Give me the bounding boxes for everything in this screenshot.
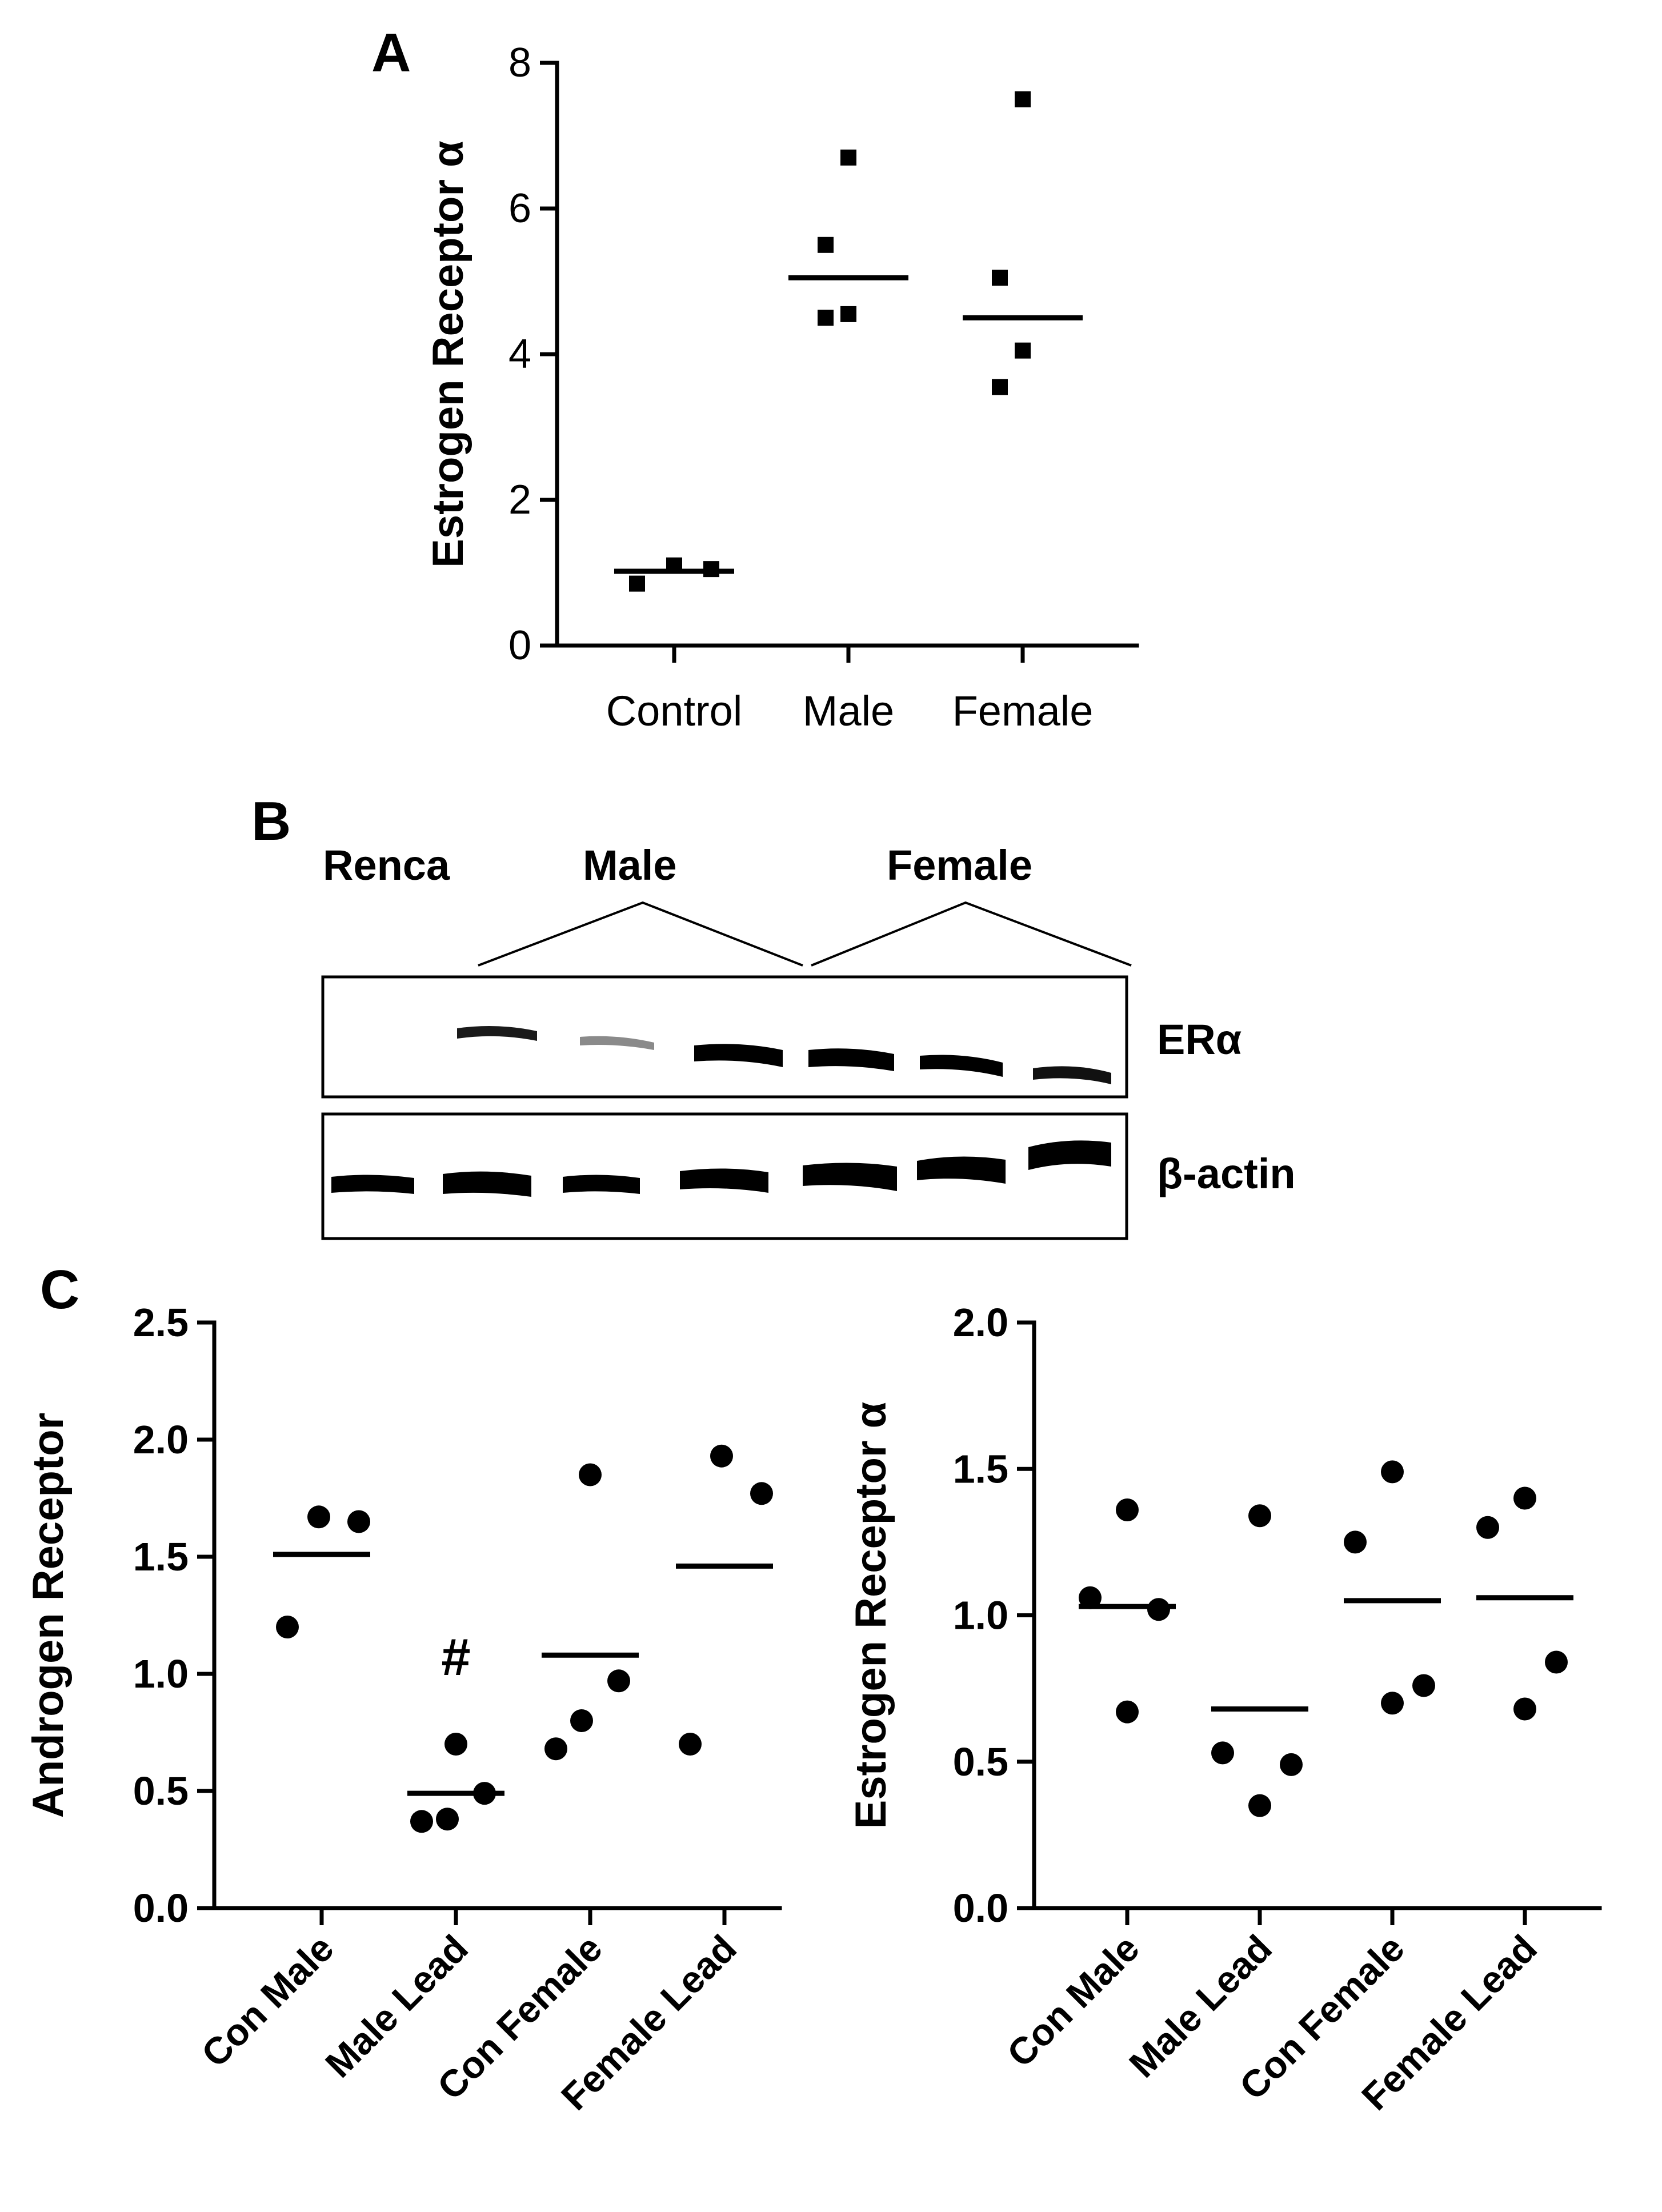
era-bands — [457, 1026, 1111, 1084]
blot-label-era: ERα — [1157, 1016, 1242, 1063]
era-blot-frame — [321, 975, 1128, 1099]
data-point — [579, 1463, 602, 1486]
actin-band — [443, 1171, 531, 1197]
x-category-label: Control — [606, 687, 743, 735]
y-tick-label: 0 — [508, 623, 531, 668]
data-point — [992, 379, 1008, 395]
y-tick-label: 4 — [508, 331, 531, 377]
data-point — [410, 1810, 433, 1833]
actin-band — [803, 1163, 897, 1191]
significance-annotation: # — [441, 1628, 470, 1686]
data-point — [436, 1808, 459, 1831]
western-blot: Renca Male Female ERα β-actin — [321, 841, 1296, 1240]
data-point — [1248, 1794, 1271, 1817]
data-point — [1015, 91, 1031, 107]
panel-b-label: B — [251, 791, 291, 852]
actin-band — [680, 1168, 768, 1193]
data-point — [1116, 1700, 1139, 1724]
y-axis-title: Androgen Receptor — [24, 1413, 73, 1818]
beta-actin-bands — [331, 1140, 1111, 1197]
data-point — [679, 1733, 702, 1756]
y-tick-label: 0.5 — [133, 1769, 189, 1813]
data-point — [710, 1444, 733, 1468]
data-point — [1147, 1598, 1170, 1621]
y-tick-label: 2.0 — [133, 1417, 189, 1462]
actin-band — [917, 1156, 1006, 1184]
actin-band — [1028, 1140, 1111, 1170]
data-point — [347, 1510, 370, 1533]
data-point — [607, 1669, 630, 1693]
data-point — [1015, 342, 1031, 359]
female-lane-bracket — [811, 901, 1132, 967]
data-point — [1280, 1753, 1303, 1776]
male-lane-bracket — [478, 901, 803, 967]
data-point — [1412, 1674, 1435, 1697]
y-tick-label: 2 — [508, 477, 531, 523]
y-tick-label: 8 — [508, 40, 531, 86]
y-tick-label: 0.0 — [953, 1886, 1008, 1930]
group-label-female: Female — [887, 841, 1032, 889]
group-label-male: Male — [583, 841, 677, 889]
era-band — [457, 1026, 537, 1041]
data-point — [1344, 1530, 1367, 1554]
y-tick-label: 0.5 — [953, 1740, 1008, 1784]
data-point — [544, 1737, 567, 1761]
era-band — [808, 1048, 894, 1071]
data-point — [1545, 1650, 1568, 1674]
data-point — [444, 1733, 467, 1756]
panel-c-label: C — [40, 1259, 79, 1320]
y-tick-label: 2.5 — [133, 1300, 189, 1345]
era-band — [1033, 1066, 1111, 1084]
y-tick-label: 6 — [508, 186, 531, 231]
data-point — [1513, 1697, 1536, 1721]
actin-band — [563, 1175, 640, 1194]
y-tick-label: 0.0 — [133, 1886, 189, 1930]
data-point — [570, 1709, 593, 1732]
y-axis-title: Estrogen Receptor α — [424, 141, 472, 568]
y-tick-label: 1.5 — [133, 1534, 189, 1579]
data-point — [307, 1505, 330, 1529]
data-point — [840, 149, 856, 166]
blot-label-beta-actin: β-actin — [1157, 1150, 1296, 1197]
data-point — [1513, 1486, 1536, 1510]
x-category-label: Female — [952, 687, 1094, 735]
data-point — [1381, 1692, 1404, 1715]
data-point — [1079, 1586, 1102, 1609]
lane-header-renca: Renca — [323, 841, 450, 889]
data-point — [818, 237, 834, 253]
actin-band — [331, 1175, 414, 1194]
data-point — [1248, 1504, 1271, 1528]
era-band — [920, 1055, 1003, 1077]
data-point — [1381, 1460, 1404, 1484]
panel-a-label: A — [371, 22, 411, 83]
chart-a: 0 2 4 6 8 Estrogen Receptor α Control Male Femal… — [424, 40, 1139, 735]
data-point — [276, 1616, 299, 1638]
y-tick-label: 1.0 — [953, 1593, 1008, 1638]
y-tick-label: 1.0 — [133, 1652, 189, 1696]
data-point — [1116, 1498, 1139, 1521]
x-category-label: Male — [803, 687, 894, 735]
y-tick-label: 1.5 — [953, 1446, 1008, 1491]
data-point — [750, 1482, 773, 1505]
data-point — [818, 310, 834, 326]
era-band — [694, 1044, 783, 1067]
data-point — [1211, 1741, 1234, 1765]
y-axis-title: Estrogen Receptor α — [847, 1402, 895, 1829]
y-tick-label: 2.0 — [953, 1300, 1008, 1345]
data-point — [629, 575, 645, 592]
data-point — [840, 306, 856, 322]
data-point — [1476, 1516, 1499, 1539]
data-point — [992, 270, 1008, 286]
era-band — [580, 1036, 654, 1050]
